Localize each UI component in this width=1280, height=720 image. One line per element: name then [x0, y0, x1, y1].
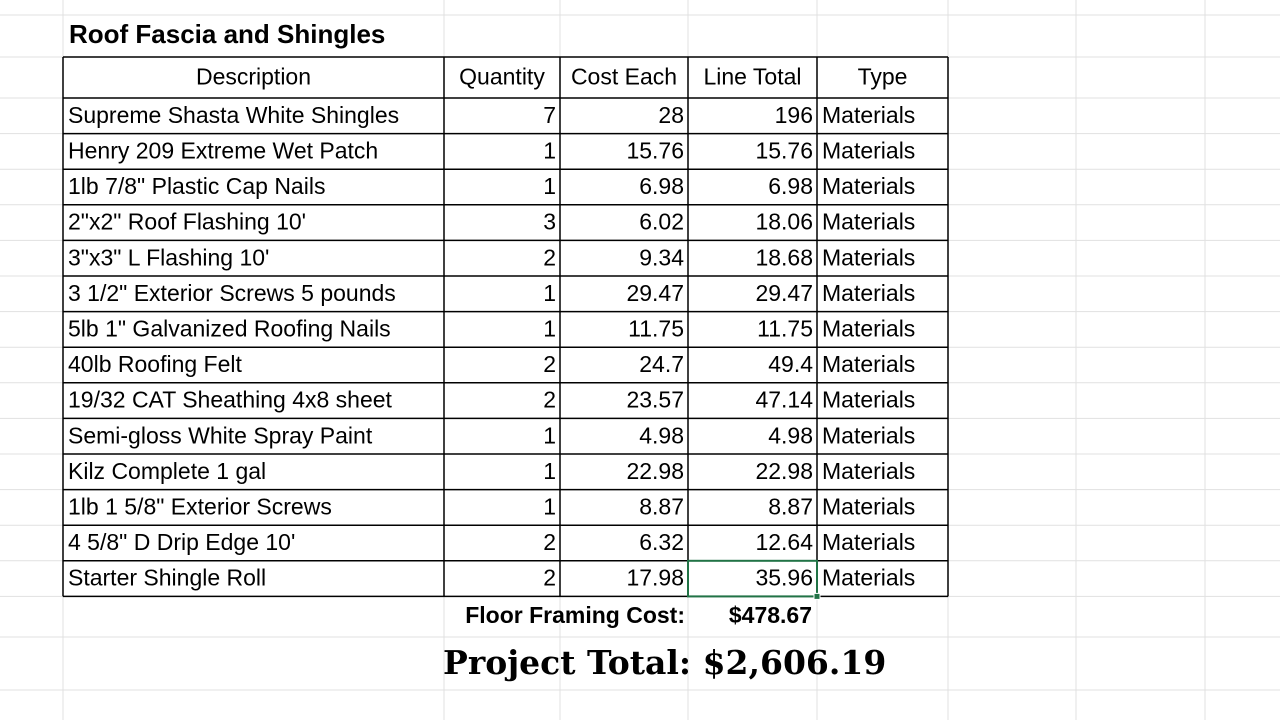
table-cell: 8.87	[639, 493, 684, 519]
table-cell: Materials	[822, 280, 915, 306]
table-cell: 2	[543, 387, 556, 413]
table-cell: Materials	[822, 244, 915, 270]
table-cell: Kilz Complete 1 gal	[68, 458, 266, 484]
table-cell: Henry 209 Extreme Wet Patch	[68, 137, 378, 163]
table-cell: 6.32	[639, 529, 684, 555]
table-cell: 19/32 CAT Sheathing 4x8 sheet	[68, 387, 393, 413]
table-cell: 4.98	[768, 422, 813, 448]
table-cell: 3"x3" L Flashing 10'	[68, 244, 269, 270]
table-cell: Semi-gloss White Spray Paint	[68, 422, 373, 448]
table-cell: 18.68	[755, 244, 813, 270]
table-cell: Materials	[822, 209, 915, 235]
table-cell: 22.98	[755, 458, 813, 484]
sheet-title: Roof Fascia and Shingles	[69, 19, 385, 49]
table-cell: Materials	[822, 137, 915, 163]
table-cell: 29.47	[626, 280, 684, 306]
table-cell: 28	[658, 102, 684, 128]
table-cell: 18.06	[755, 209, 813, 235]
column-header: Quantity	[459, 64, 545, 90]
table-cell: 4 5/8" D Drip Edge 10'	[68, 529, 295, 555]
table-cell: 40lb Roofing Felt	[68, 351, 242, 377]
table-cell: 6.98	[639, 173, 684, 199]
table-cell: 23.57	[626, 387, 684, 413]
table-cell: 24.7	[639, 351, 684, 377]
table-cell: 2"x2" Roof Flashing 10'	[68, 209, 306, 235]
table-cell: 2	[543, 244, 556, 270]
project-total: Project Total: $2,606.19	[443, 643, 886, 682]
table-cell: 1	[543, 137, 556, 163]
table-cell: 5lb 1" Galvanized Roofing Nails	[68, 315, 391, 341]
table-cell: 6.02	[639, 209, 684, 235]
selected-cell	[687, 559, 818, 598]
table-cell: 7	[543, 102, 556, 128]
table-cell: Starter Shingle Roll	[68, 565, 266, 591]
table-cell: 3 1/2" Exterior Screws 5 pounds	[68, 280, 396, 306]
table-cell: 35.96	[755, 565, 813, 591]
table-cell: Materials	[822, 458, 915, 484]
table-cell: 15.76	[626, 137, 684, 163]
table-cell: 29.47	[755, 280, 813, 306]
column-header: Line Total	[703, 64, 801, 90]
table-cell: 1lb 1 5/8" Exterior Screws	[68, 493, 332, 519]
table-cell: Materials	[822, 422, 915, 448]
table-cell: Materials	[822, 102, 915, 128]
column-header: Type	[858, 64, 908, 90]
table-cell: Materials	[822, 351, 915, 377]
table-cell: 4.98	[639, 422, 684, 448]
table-cell: 1	[543, 315, 556, 341]
table-cell: 11.75	[628, 315, 684, 341]
column-header: Description	[196, 64, 311, 90]
table-cell: Materials	[822, 565, 915, 591]
table-cell: Materials	[822, 173, 915, 199]
table-cell: 1	[543, 173, 556, 199]
fill-handle	[813, 592, 821, 600]
table-cell: 9.34	[639, 244, 684, 270]
table-cell: 12.64	[755, 529, 813, 555]
table-cell: 8.87	[768, 493, 813, 519]
table-cell: Materials	[822, 387, 915, 413]
summary-label: Floor Framing Cost:	[465, 602, 685, 628]
table-cell: 1	[543, 458, 556, 484]
table-cell: 11.75	[757, 315, 813, 341]
table-cell: 2	[543, 565, 556, 591]
table-cell: 2	[543, 351, 556, 377]
table-cell: 17.98	[626, 565, 684, 591]
table-cell: 49.4	[768, 351, 813, 377]
table-cell: 15.76	[755, 137, 813, 163]
table-cell: 196	[775, 102, 813, 128]
table-cell: Materials	[822, 529, 915, 555]
table-cell: 2	[543, 529, 556, 555]
table-cell: 1	[543, 493, 556, 519]
table-cell: 47.14	[755, 387, 813, 413]
table-cell: 1lb 7/8" Plastic Cap Nails	[68, 173, 325, 199]
table-cell: Materials	[822, 315, 915, 341]
summary-value: $478.67	[729, 602, 812, 628]
table-cell: 1	[543, 280, 556, 306]
table-cell: 1	[543, 422, 556, 448]
table-cell: 3	[543, 209, 556, 235]
table-cell: 6.98	[768, 173, 813, 199]
cost-table: Description Quantity Cost Each Line Total Ty…	[62, 56, 949, 600]
table-cell: Supreme Shasta White Shingles	[68, 102, 399, 128]
table-cell: 22.98	[626, 458, 684, 484]
table-cell: Materials	[822, 493, 915, 519]
table-fill	[63, 57, 948, 597]
column-header: Cost Each	[571, 64, 677, 90]
